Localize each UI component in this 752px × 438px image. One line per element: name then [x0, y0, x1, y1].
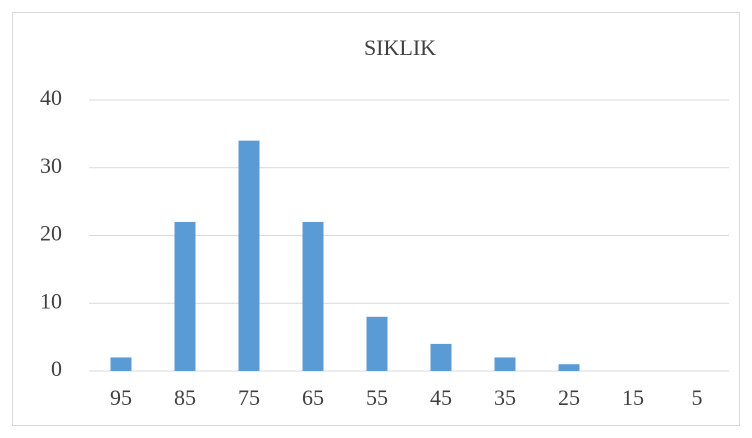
y-tick-label: 20	[40, 221, 62, 246]
chart-title: SIKLIK	[364, 35, 436, 60]
x-tick-label: 95	[110, 385, 132, 410]
bar	[366, 316, 388, 371]
bar	[494, 357, 516, 371]
bar	[558, 364, 580, 371]
bar	[174, 221, 196, 371]
bar	[238, 140, 260, 371]
x-tick-label: 5	[692, 385, 703, 410]
x-tick-label: 55	[366, 385, 388, 410]
bar	[430, 343, 452, 371]
bar	[302, 221, 324, 371]
y-tick-label: 40	[40, 85, 62, 110]
bar	[110, 357, 132, 371]
x-tick-label: 45	[430, 385, 452, 410]
x-tick-label: 75	[238, 385, 260, 410]
x-tick-label: 15	[622, 385, 644, 410]
x-tick-label: 65	[302, 385, 324, 410]
x-tick-label: 25	[558, 385, 580, 410]
y-tick-label: 10	[40, 288, 62, 313]
x-tick-label: 35	[494, 385, 516, 410]
y-tick-label: 30	[40, 153, 62, 178]
y-tick-label: 0	[51, 356, 62, 381]
x-tick-label: 85	[174, 385, 196, 410]
